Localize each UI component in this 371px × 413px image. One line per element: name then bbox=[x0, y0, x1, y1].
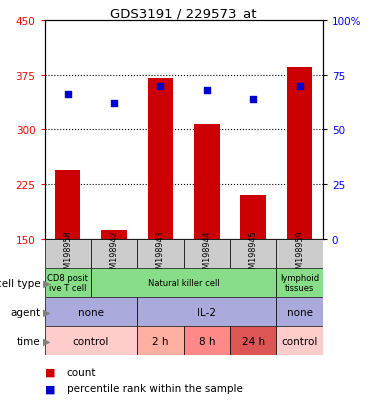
Point bbox=[297, 83, 303, 90]
Point bbox=[250, 96, 256, 103]
Text: 8 h: 8 h bbox=[198, 336, 215, 346]
Text: none: none bbox=[78, 307, 104, 317]
Text: agent: agent bbox=[11, 307, 41, 317]
Bar bbox=[45, 240, 91, 268]
Bar bbox=[55, 170, 81, 240]
Text: ■: ■ bbox=[45, 367, 55, 377]
Bar bbox=[91, 268, 276, 297]
Point bbox=[157, 83, 163, 90]
Text: GSM198942: GSM198942 bbox=[109, 230, 119, 278]
Text: GSM198958: GSM198958 bbox=[63, 230, 72, 278]
Bar bbox=[194, 124, 220, 240]
Bar bbox=[137, 326, 184, 355]
Bar bbox=[276, 268, 323, 297]
Bar bbox=[276, 297, 323, 326]
Point bbox=[111, 100, 117, 107]
Text: GSM198944: GSM198944 bbox=[202, 230, 211, 278]
Text: control: control bbox=[73, 336, 109, 346]
Text: cell type: cell type bbox=[0, 278, 41, 288]
Bar bbox=[184, 240, 230, 268]
Bar bbox=[148, 79, 173, 240]
Bar bbox=[45, 326, 137, 355]
Text: GSM198959: GSM198959 bbox=[295, 230, 304, 278]
Text: none: none bbox=[286, 307, 313, 317]
Bar bbox=[230, 240, 276, 268]
Bar bbox=[184, 326, 230, 355]
Text: 24 h: 24 h bbox=[242, 336, 265, 346]
Text: CD8 posit
ive T cell: CD8 posit ive T cell bbox=[47, 273, 88, 292]
Bar bbox=[287, 68, 312, 240]
Bar bbox=[101, 230, 127, 240]
Point bbox=[65, 92, 70, 98]
Bar bbox=[91, 240, 137, 268]
Text: time: time bbox=[17, 336, 41, 346]
Text: count: count bbox=[67, 367, 96, 377]
Bar bbox=[45, 268, 91, 297]
Bar bbox=[137, 297, 276, 326]
Bar bbox=[276, 326, 323, 355]
Text: GSM198945: GSM198945 bbox=[249, 230, 258, 278]
Title: GDS3191 / 229573_at: GDS3191 / 229573_at bbox=[111, 7, 257, 19]
Bar bbox=[276, 240, 323, 268]
Text: ▶: ▶ bbox=[43, 336, 50, 346]
Point bbox=[204, 88, 210, 94]
Bar bbox=[230, 326, 276, 355]
Text: control: control bbox=[281, 336, 318, 346]
Text: IL-2: IL-2 bbox=[197, 307, 216, 317]
Text: ▶: ▶ bbox=[43, 307, 50, 317]
Text: GSM198943: GSM198943 bbox=[156, 230, 165, 278]
Bar bbox=[45, 297, 137, 326]
Text: 2 h: 2 h bbox=[152, 336, 169, 346]
Bar bbox=[137, 240, 184, 268]
Text: lymphoid
tissues: lymphoid tissues bbox=[280, 273, 319, 292]
Bar bbox=[240, 196, 266, 240]
Text: ▶: ▶ bbox=[43, 278, 50, 288]
Text: percentile rank within the sample: percentile rank within the sample bbox=[67, 383, 243, 393]
Text: ■: ■ bbox=[45, 383, 55, 393]
Text: Natural killer cell: Natural killer cell bbox=[148, 278, 220, 287]
